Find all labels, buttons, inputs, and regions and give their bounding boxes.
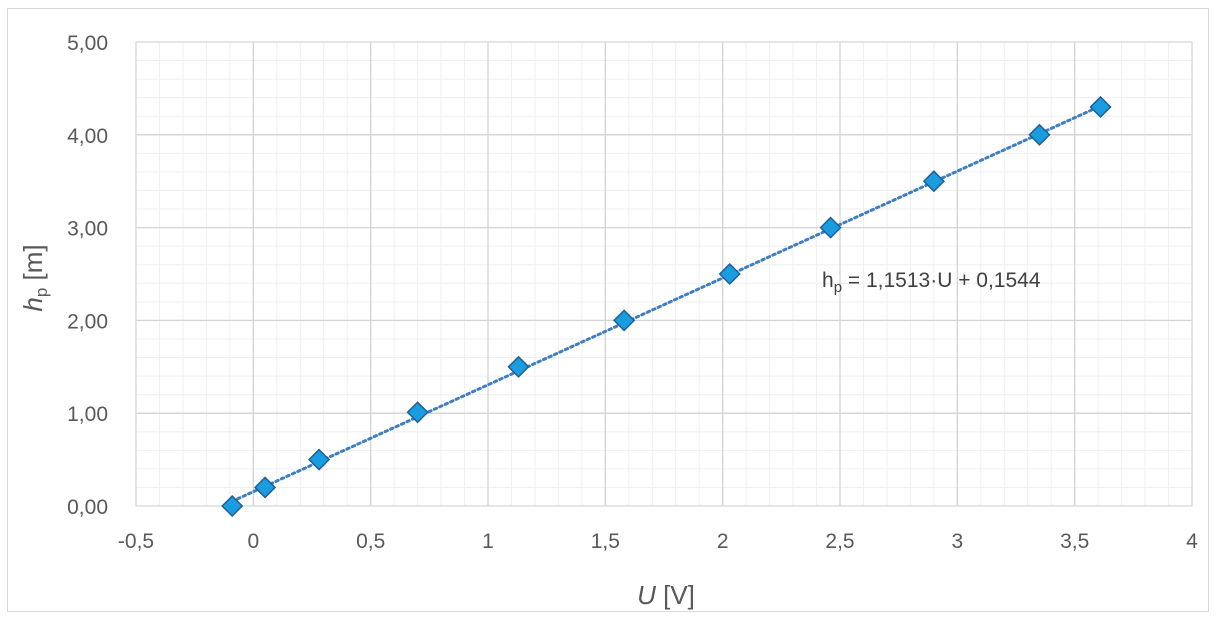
x-tick-label: 1	[482, 530, 494, 553]
y-tick-label: 3,00	[67, 218, 108, 241]
x-axis-title-unit: [V]	[656, 580, 695, 610]
x-tick-label: 1,5	[591, 530, 620, 553]
trendline	[230, 104, 1102, 503]
x-tick-label: 4	[1186, 530, 1198, 553]
x-tick-label: 0,5	[356, 530, 385, 553]
data-point	[254, 476, 277, 499]
y-tick-label: 1,00	[67, 403, 108, 426]
data-point	[819, 216, 842, 239]
x-tick-label: -0,5	[118, 530, 154, 553]
data-point	[922, 170, 945, 193]
x-tick-label: 2,5	[825, 530, 854, 553]
x-tick-labels: -0,5 0 0,5 1 1,5 2 2,5 3 3,5 4	[118, 530, 1198, 553]
data-point	[1089, 95, 1112, 119]
x-tick-label: 3	[951, 530, 963, 553]
x-axis-title-variable: U	[637, 580, 656, 610]
y-tick-labels: 0,00 1,00 2,00 3,00 4,00 5,00	[67, 32, 108, 519]
equation-lhs: h	[822, 269, 834, 292]
equation-rhs: = 1,1513·U + 0,1544	[842, 269, 1041, 292]
data-point	[718, 262, 741, 286]
data-point	[221, 494, 244, 518]
data-point	[613, 309, 636, 332]
y-axis-title-subscript: p	[32, 288, 51, 297]
data-point	[507, 355, 530, 378]
y-axis-title: hp [m]	[18, 244, 51, 311]
x-axis-title: U [V]	[637, 580, 695, 610]
chart-frame	[7, 8, 1209, 612]
data-point	[406, 401, 429, 424]
trendline-equation: hp = 1,1513·U + 0,1544	[822, 269, 1041, 296]
data-points	[221, 95, 1112, 518]
x-tick-label: 2	[717, 530, 729, 553]
equation-lhs-subscript: p	[834, 279, 842, 296]
y-axis-title-variable: h	[18, 297, 48, 311]
data-point	[1028, 123, 1051, 146]
plot-area-border	[135, 41, 1193, 507]
trendline-group	[230, 104, 1102, 503]
data-point	[307, 448, 331, 471]
y-axis-title-unit: [m]	[18, 244, 48, 287]
x-tick-label: 0	[247, 530, 259, 553]
y-tick-label: 4,00	[67, 125, 108, 148]
x-tick-label: 3,5	[1060, 530, 1089, 553]
y-tick-label: 2,00	[67, 310, 108, 333]
y-tick-label: 5,00	[67, 32, 108, 55]
y-tick-label: 0,00	[67, 496, 108, 519]
